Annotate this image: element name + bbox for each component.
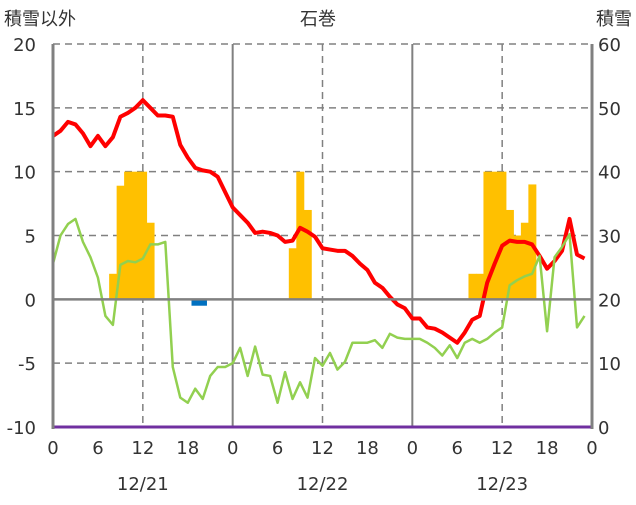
x-tick-label: 12	[491, 438, 514, 459]
x-tick-label: 12	[131, 438, 154, 459]
yellow-bar	[116, 185, 125, 300]
x-tick-label: 6	[92, 438, 103, 459]
x-tick-label: 0	[47, 438, 58, 459]
x-tick-label: 18	[356, 438, 379, 459]
yellow-bar	[146, 222, 155, 300]
y2-tick-label: 20	[598, 290, 621, 311]
y-tick-label: 5	[25, 227, 36, 248]
yellow-bar	[520, 222, 529, 300]
x-tick-label: 0	[227, 438, 238, 459]
date-label: 12/21	[117, 474, 169, 495]
y-tick-label: 15	[13, 99, 36, 120]
x-tick-label: 18	[176, 438, 199, 459]
axes	[51, 44, 594, 429]
date-label: 12/23	[476, 474, 528, 495]
date-label: 12/22	[297, 474, 349, 495]
yellow-bar	[139, 171, 148, 300]
left-axis-label: 積雪以外	[4, 9, 76, 30]
y2-tick-label: 10	[598, 354, 621, 375]
series-lines	[51, 98, 592, 429]
chart-title: 石巻	[300, 9, 336, 30]
y-tick-label: -5	[18, 354, 36, 375]
x-tick-label: 18	[536, 438, 559, 459]
y2-tick-label: 40	[598, 163, 621, 184]
y-tick-label: 20	[13, 35, 36, 56]
yellow-bar	[124, 171, 133, 300]
yellow-bar	[303, 209, 312, 300]
y-tick-label: 0	[25, 290, 36, 311]
right-axis-label: 積雪	[596, 9, 632, 30]
y2-tick-label: 60	[598, 35, 621, 56]
y2-tick-label: 0	[598, 418, 609, 439]
yellow-bar	[490, 171, 499, 300]
bars	[109, 171, 537, 306]
yellow-bar	[528, 184, 537, 300]
y2-tick-label: 50	[598, 99, 621, 120]
yellow-bar	[468, 273, 477, 300]
yellow-bar	[475, 273, 484, 300]
x-tick-label: 0	[586, 438, 597, 459]
y-tick-label: 10	[13, 163, 36, 184]
yellow-bar	[513, 235, 522, 300]
yellow-bar	[288, 248, 297, 300]
y-tick-label: -10	[7, 418, 36, 439]
green-series-line	[51, 217, 586, 404]
blue-bar	[191, 299, 207, 306]
x-tick-label: 6	[272, 438, 283, 459]
y2-tick-label: 30	[598, 227, 621, 248]
yellow-bar	[109, 273, 118, 300]
yellow-bar	[505, 209, 514, 300]
yellow-bar	[498, 171, 507, 300]
x-tick-label: 6	[452, 438, 463, 459]
yellow-bar	[296, 171, 305, 300]
red-series-line	[51, 98, 586, 345]
x-tick-label: 0	[407, 438, 418, 459]
yellow-bar	[131, 171, 140, 300]
yellow-bar	[483, 171, 492, 300]
x-tick-label: 12	[311, 438, 334, 459]
